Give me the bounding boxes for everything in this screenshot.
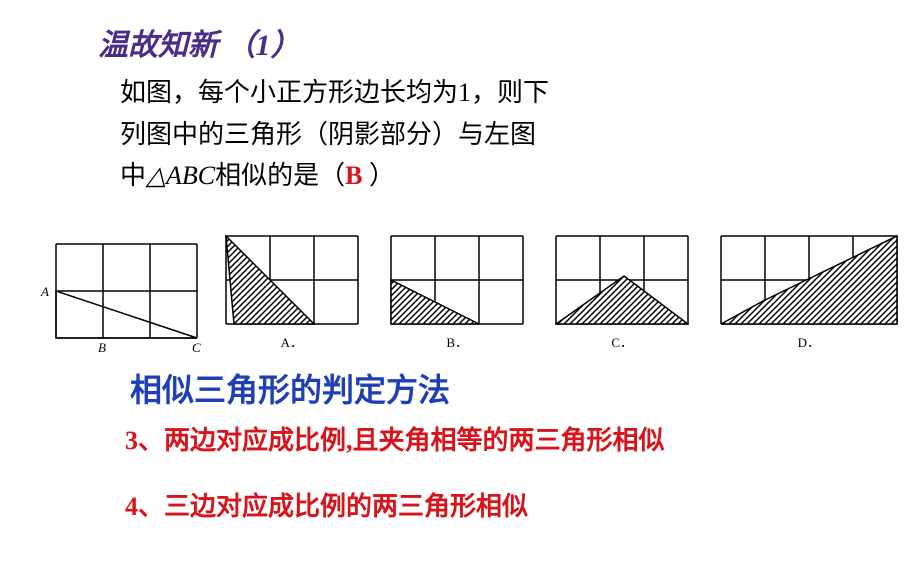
question-line1: 如图，每个小正方形边长均为1，则下 bbox=[120, 72, 549, 114]
option-figure-c: C． bbox=[547, 235, 698, 352]
q3-mid: 相似的是（ bbox=[215, 161, 345, 190]
rule-3: 3、两边对应成比例,且夹角相等的两三角形相似 bbox=[125, 420, 665, 457]
abc-label: ABC bbox=[166, 161, 215, 190]
question-line3: 中△ABC相似的是（B ） bbox=[120, 155, 549, 197]
q3-post: ） bbox=[362, 161, 395, 190]
option-figure-d: D． bbox=[712, 235, 906, 352]
question-block: 如图，每个小正方形边长均为1，则下 列图中的三角形（阴影部分）与左图 中△ABC… bbox=[120, 72, 549, 197]
q3-pre: 中 bbox=[120, 161, 146, 190]
option-label: C． bbox=[611, 332, 633, 351]
ref-vertex-a: A bbox=[41, 284, 49, 300]
option-label: D． bbox=[798, 332, 820, 351]
ref-vertex-c: C bbox=[192, 340, 201, 356]
section-title: 相似三角形的判定方法 bbox=[130, 365, 450, 411]
ref-vertex-b: B bbox=[98, 340, 106, 356]
slide-title: 温故知新 （1） bbox=[98, 20, 301, 64]
question-line2: 列图中的三角形（阴影部分）与左图 bbox=[120, 114, 549, 156]
option-figure-b: B． bbox=[382, 235, 533, 352]
reference-figure: ABC bbox=[55, 243, 198, 344]
figures-row: ABC A． B． C． D． bbox=[55, 235, 920, 352]
answer-letter: B bbox=[345, 161, 362, 190]
rule-4: 4、三边对应成比例的两三角形相似 bbox=[125, 486, 528, 523]
option-figure-a: A． bbox=[216, 235, 368, 352]
triangle-symbol: △ bbox=[146, 161, 166, 190]
option-label: B． bbox=[446, 332, 468, 351]
option-label: A． bbox=[281, 332, 303, 351]
